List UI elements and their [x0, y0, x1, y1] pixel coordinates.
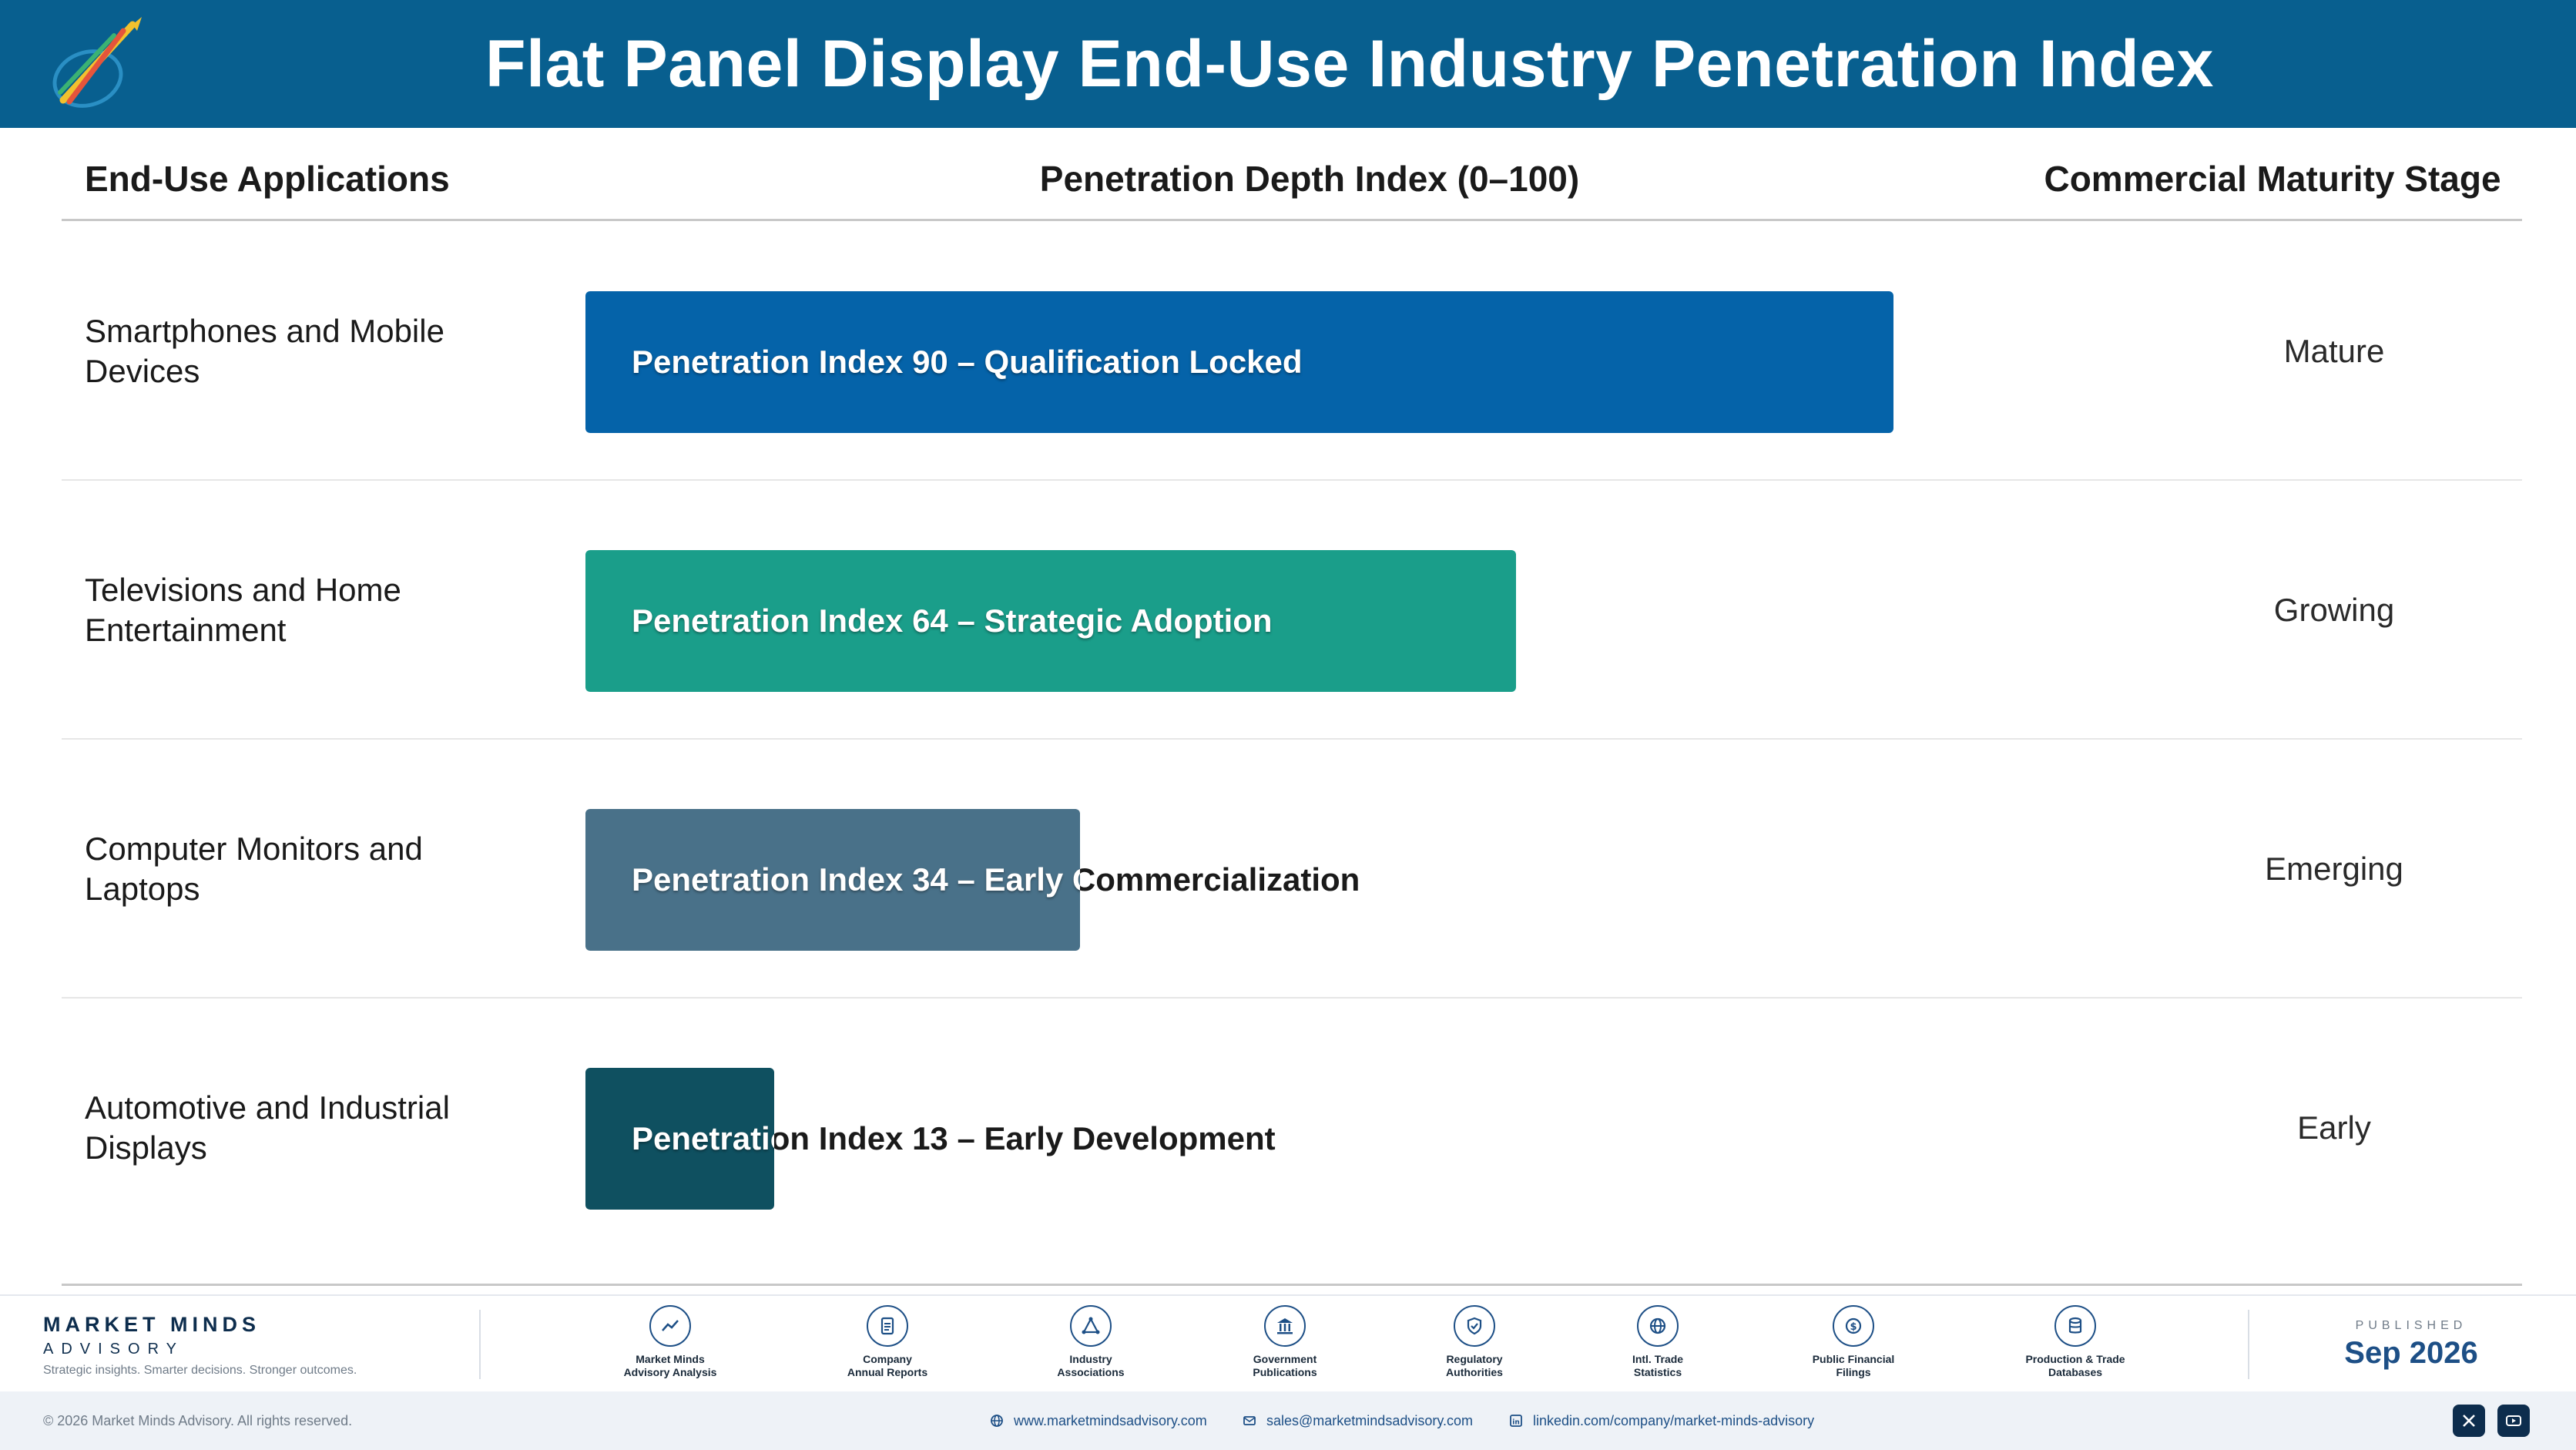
bar [585, 291, 1894, 433]
svg-text:in: in [1512, 1419, 1520, 1427]
brand-tagline: Strategic insights. Smarter decisions. S… [43, 1364, 357, 1377]
source-item: Company Annual Reports [810, 1305, 964, 1390]
mail-icon [1243, 1416, 1256, 1425]
bar-label-text: Penetration Index 90 – Qualification Loc… [632, 344, 1303, 380]
bar-label-overlay: Penetration Index 90 – Qualification Loc… [632, 344, 1303, 380]
category-label-line: Automotive and Industrial [85, 1089, 450, 1126]
category-label-line: Devices [85, 353, 200, 389]
footer-divider [479, 1310, 481, 1379]
row-divider [62, 738, 2522, 740]
source-item: Regulatory Authorities [1397, 1305, 1551, 1390]
page-title: Flat Panel Display End-Use Industry Pene… [485, 26, 2214, 101]
chart-row: Televisions and Home Entertainment Penetr… [62, 481, 2522, 740]
brand-subtitle: ADVISORY [43, 1341, 184, 1358]
x-social-icon[interactable] [2453, 1405, 2485, 1437]
bar-label-overlay: Penetration Index 13 – Early Development [632, 1120, 774, 1156]
bar [585, 1068, 775, 1210]
maturity-stage: Emerging [2265, 851, 2403, 887]
bar-label-overlay: Penetration Index 34 – Early Commerciali… [632, 861, 1080, 898]
source-item: Industry Associations [1014, 1305, 1168, 1390]
bar-label-text: Penetration Index 13 – Early Development [632, 1120, 1276, 1156]
copyright-text: © 2026 Market Minds Advisory. All rights… [43, 1413, 353, 1428]
chart-row: Smartphones and Mobile Devices Penetratio… [62, 222, 2522, 481]
row-divider [62, 997, 2522, 999]
source-item: Intl. Trade Statistics [1581, 1305, 1735, 1390]
document-icon [867, 1305, 908, 1347]
dollar-coin-icon: $ [1833, 1305, 1874, 1347]
category-label: Automotive and Industrial Displays [85, 999, 516, 1257]
category-label: Televisions and Home Entertainment [85, 481, 516, 740]
source-item: $ Public Financial Filings [1776, 1305, 1930, 1390]
category-label-line: Televisions and Home [85, 572, 401, 608]
published-date: Sep 2026 [2344, 1336, 2478, 1370]
header-divider [62, 219, 2522, 221]
row-divider [62, 479, 2522, 481]
globe-icon [1637, 1305, 1679, 1347]
bar [585, 809, 1080, 951]
bar-label-overlay: Penetration Index 64 – Strategic Adoptio… [632, 602, 1273, 639]
maturity-stage: Early [2297, 1109, 2371, 1146]
published-label: PUBLISHED [2355, 1319, 2467, 1332]
bar [585, 550, 1516, 692]
youtube-icon[interactable] [2497, 1405, 2530, 1437]
email-link[interactable]: sales@marketmindsadvisory.com [1242, 1391, 1473, 1450]
footer-divider [2248, 1310, 2249, 1379]
maturity-stage: Mature [2283, 333, 2385, 369]
source-item: Government Publications [1208, 1305, 1362, 1390]
source-item: Market Minds Advisory Analysis [593, 1305, 747, 1390]
footer: MARKET MINDS ADVISORY Strategic insights… [0, 1294, 2576, 1391]
category-label-line: Computer Monitors and [85, 831, 423, 867]
header-bar: Flat Panel Display End-Use Industry Pene… [0, 0, 2576, 128]
chart-row: Automotive and Industrial Displays Penetr… [62, 999, 2522, 1257]
column-header-applications: End-Use Applications [85, 159, 450, 199]
company-logo-icon [52, 17, 142, 108]
category-label-line: Displays [85, 1129, 207, 1166]
category-label-line: Smartphones and Mobile [85, 313, 444, 349]
source-item: Production & Trade Databases [1998, 1305, 2152, 1390]
network-icon [1070, 1305, 1112, 1347]
column-header-stage: Commercial Maturity Stage [2044, 159, 2501, 199]
maturity-stage: Growing [2273, 592, 2395, 628]
category-label: Computer Monitors and Laptops [85, 740, 516, 999]
globe-icon [991, 1415, 1003, 1427]
government-building-icon [1264, 1305, 1306, 1347]
bar-label-text: Penetration Index 64 – Strategic Adoptio… [632, 602, 1273, 639]
shield-check-icon [1454, 1305, 1495, 1347]
bar-label-text: Penetration Index 34 – Early Commerciali… [632, 861, 1360, 898]
linkedin-link[interactable]: in linkedin.com/company/market-minds-adv… [1508, 1391, 1814, 1450]
chart-bottom-divider [62, 1284, 2522, 1286]
svg-text:$: $ [1850, 1321, 1857, 1333]
category-label-line: Laptops [85, 871, 200, 907]
linkedin-icon: in [1510, 1415, 1522, 1427]
database-icon [2054, 1305, 2096, 1347]
column-header-index: Penetration Depth Index (0–100) [1039, 159, 1580, 199]
website-link[interactable]: www.marketmindsadvisory.com [989, 1391, 1207, 1450]
brand-name: MARKET MINDS [43, 1313, 260, 1336]
category-label: Smartphones and Mobile Devices [85, 222, 516, 481]
bottom-bar: © 2026 Market Minds Advisory. All rights… [0, 1391, 2576, 1450]
chart-trend-icon [649, 1305, 691, 1347]
category-label-line: Entertainment [85, 612, 287, 648]
chart-row: Computer Monitors and Laptops Penetration… [62, 740, 2522, 999]
